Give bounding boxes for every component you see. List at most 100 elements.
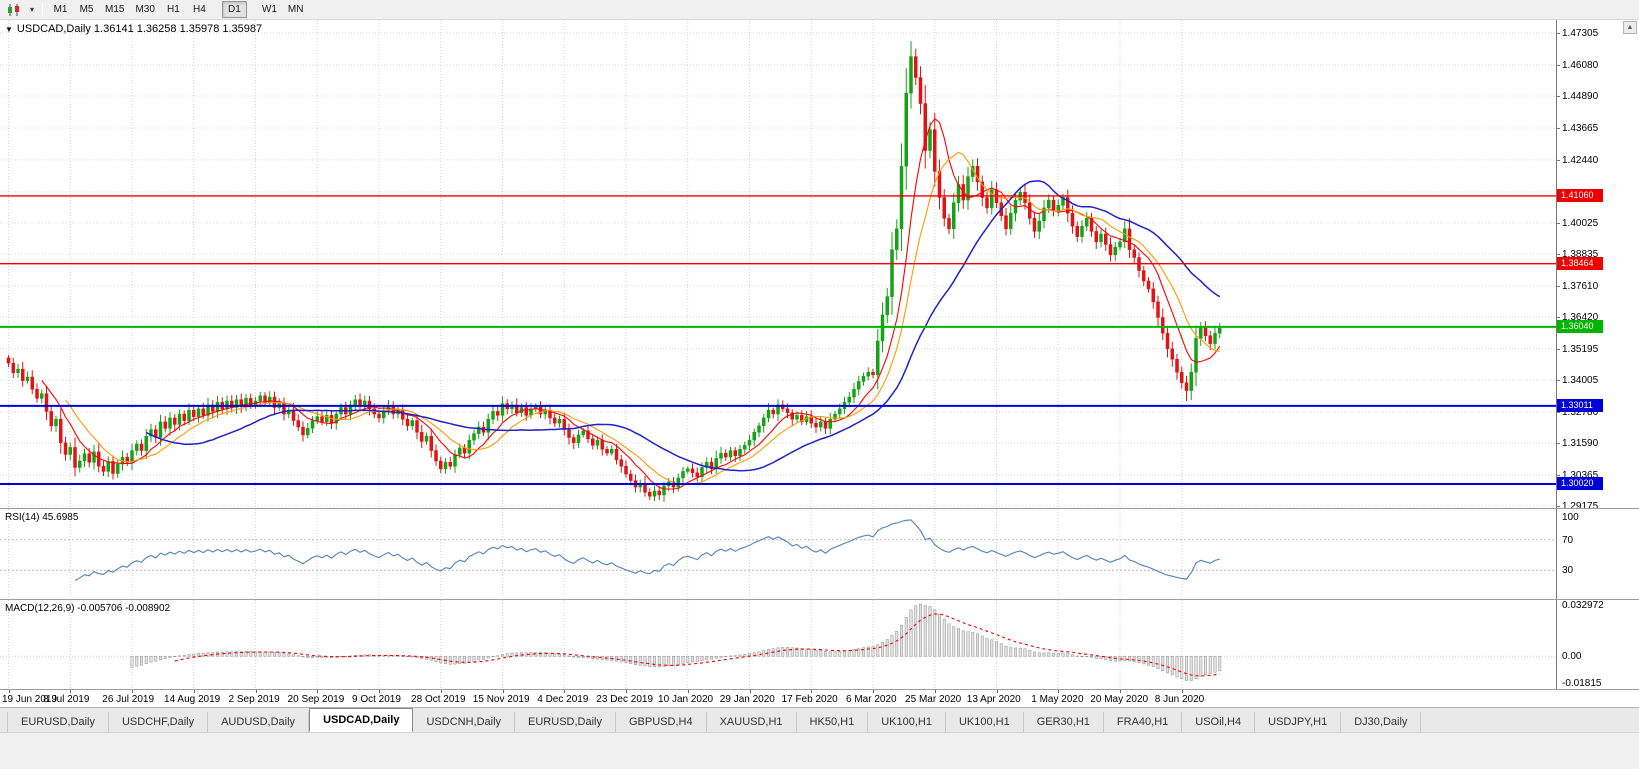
time-tick-mark (8, 690, 10, 693)
chart-tab-dj30-daily[interactable]: DJ30,Daily (1341, 712, 1422, 732)
macd-tick-label: 0.032972 (1562, 600, 1604, 611)
chart-tab-usdcnh-daily[interactable]: USDCNH,Daily (413, 712, 516, 732)
chart-tab-usoil-h4[interactable]: USOil,H4 (1182, 712, 1256, 732)
timeframe-button-d1[interactable]: D1 (221, 1, 247, 18)
chart-tab-fra40-h1[interactable]: FRA40,H1 (1103, 712, 1183, 732)
main-chart-pane (0, 20, 1639, 508)
price-tick-label: 1.37610 (1562, 280, 1599, 292)
time-tick-mark (440, 690, 442, 693)
time-tick-label: 15 Nov 2019 (472, 694, 530, 705)
axis-tick-mark (1557, 285, 1560, 287)
price-tick-label: 1.38835 (1562, 248, 1599, 260)
time-tick-mark (1058, 690, 1060, 693)
chart-tab-usdchf-daily[interactable]: USDCHF,Daily (108, 712, 209, 732)
chart-tab-uk100-h1[interactable]: UK100,H1 (868, 712, 946, 732)
time-tick-mark (687, 690, 689, 693)
chart-tab-ger30-h1[interactable]: GER30,H1 (1023, 712, 1104, 732)
timeframe-button-m30[interactable]: M30 (135, 4, 155, 15)
axis-tick-mark (1557, 222, 1560, 224)
rsi-chart-canvas[interactable] (0, 509, 1556, 599)
scroll-up-button[interactable]: ▲ (1623, 21, 1637, 34)
chart-tab-eurusd-daily[interactable]: EURUSD,Daily (7, 712, 109, 732)
price-line-badge: 1.41060 (1557, 189, 1603, 203)
axis-tick-mark (1557, 253, 1560, 255)
time-tick-label: 20 Sep 2019 (287, 694, 345, 705)
time-tick-mark (255, 690, 257, 693)
axis-tick-mark (1557, 95, 1560, 97)
time-tick-label: 1 May 2020 (1031, 694, 1084, 705)
time-tick-label: 8 Jun 2020 (1154, 694, 1205, 705)
chart-tab-eurusd-daily[interactable]: EURUSD,Daily (515, 712, 616, 732)
chart-title: ▼ USDCAD,Daily 1.36141 1.36258 1.35978 1… (5, 23, 262, 35)
timeframe-button-h1[interactable]: H1 (167, 4, 180, 15)
time-tick-label: 8 Jul 2019 (43, 694, 90, 705)
price-axis[interactable]: 1.41060 1.38464 1.36040 1.33011 1.30020 1.473… (1556, 20, 1639, 512)
price-tick-label: 1.40025 (1562, 217, 1599, 229)
time-tick-mark (564, 690, 566, 693)
price-tick-label: 1.32780 (1562, 406, 1599, 418)
pane-splitter-rsi[interactable] (0, 508, 1639, 509)
price-tick-label: 1.35195 (1562, 343, 1599, 355)
time-tick-mark (1181, 690, 1183, 693)
chart-context-arrow-icon: ▼ (5, 24, 13, 34)
axis-tick-mark (1557, 64, 1560, 66)
chart-tab-hk50-h1[interactable]: HK50,H1 (796, 712, 869, 732)
price-line-badge: 1.38464 (1557, 257, 1603, 271)
price-chart-canvas[interactable] (0, 20, 1556, 508)
chart-tab-bar: EURUSD,Daily USDCHF,Daily AUDUSD,Daily USDC… (0, 707, 1639, 732)
time-tick-label: 13 Apr 2020 (966, 694, 1021, 705)
axis-tick-mark (1557, 127, 1560, 129)
time-tick-mark (873, 690, 874, 693)
time-tick-label: 17 Feb 2020 (781, 694, 838, 705)
axis-tick-mark (1557, 474, 1560, 476)
chart-tab-xauusd-h1[interactable]: XAUUSD,H1 (706, 712, 797, 732)
time-tick-label: 9 Oct 2019 (352, 694, 401, 705)
timeframe-button-group: M1 M5 M15 M30 H1 H4 D1 W1 MN (48, 1, 309, 18)
axis-tick-mark (1557, 442, 1560, 444)
rsi-pane (0, 509, 1639, 599)
price-tick-label: 1.36420 (1562, 311, 1599, 323)
timeframe-button-m1[interactable]: M1 (53, 4, 68, 15)
chart-tab-audusd-daily[interactable]: AUDUSD,Daily (208, 712, 310, 732)
time-tick-label: 29 Jan 2020 (719, 694, 775, 705)
timeframe-button-w1[interactable]: W1 (261, 4, 277, 15)
rsi-tick-label: 70 (1562, 534, 1574, 546)
time-tick-mark (934, 690, 936, 693)
toolbar-separator (42, 2, 44, 17)
macd-tick-label: -0.01815 (1562, 678, 1602, 689)
time-tick-label: 23 Dec 2019 (596, 694, 654, 705)
chart-tab-usdjpy-h1[interactable]: USDJPY,H1 (1255, 712, 1342, 732)
time-tick-mark (317, 690, 319, 693)
price-tick-label: 1.34005 (1562, 374, 1599, 386)
price-line-badge: 1.30020 (1557, 477, 1603, 491)
pane-splitter-macd[interactable] (0, 599, 1639, 600)
time-tick-mark (996, 690, 998, 693)
chart-dropdown-arrow-icon[interactable]: ▾ (30, 5, 35, 14)
chart-tab-uk100-h1[interactable]: UK100,H1 (945, 712, 1024, 732)
macd-axis[interactable]: 0.032972 0.00 -0.01815 (1556, 600, 1639, 689)
time-tick-mark (811, 690, 813, 693)
price-tick-label: 1.30365 (1562, 469, 1599, 481)
timeframe-button-h4[interactable]: H4 (193, 4, 206, 15)
macd-chart-canvas[interactable] (0, 600, 1556, 689)
chart-tab-usdcad-daily[interactable]: USDCAD,Daily (309, 708, 414, 732)
macd-indicator-label: MACD(12,26,9) -0.005706 -0.008902 (5, 603, 171, 614)
time-tick-mark (1120, 690, 1121, 693)
time-axis[interactable]: 19 Jun 2019 8 Jul 2019 26 Jul 2019 14 Aug 2… (0, 690, 1639, 707)
rsi-indicator-label: RSI(14) 45.6985 (5, 512, 79, 523)
price-tick-label: 1.29175 (1562, 500, 1599, 512)
rsi-axis[interactable]: 100 70 30 (1556, 509, 1639, 599)
window-filler (0, 732, 1639, 769)
time-tick-mark (379, 690, 380, 693)
time-tick-mark (193, 690, 195, 693)
rsi-tick-label: 100 (1562, 512, 1579, 523)
axis-tick-mark (1557, 379, 1560, 381)
chart-type-icon[interactable] (3, 1, 25, 19)
time-tick-label: 25 Mar 2020 (905, 694, 962, 705)
timeframe-button-m15[interactable]: M15 (105, 4, 125, 15)
chart-tab-gbpusd-h4[interactable]: GBPUSD,H4 (616, 712, 707, 732)
timeframe-button-m5[interactable]: M5 (79, 4, 94, 15)
timeframe-button-mn[interactable]: MN (287, 4, 304, 15)
time-tick-mark (749, 690, 751, 693)
price-tick-label: 1.47305 (1562, 27, 1599, 39)
